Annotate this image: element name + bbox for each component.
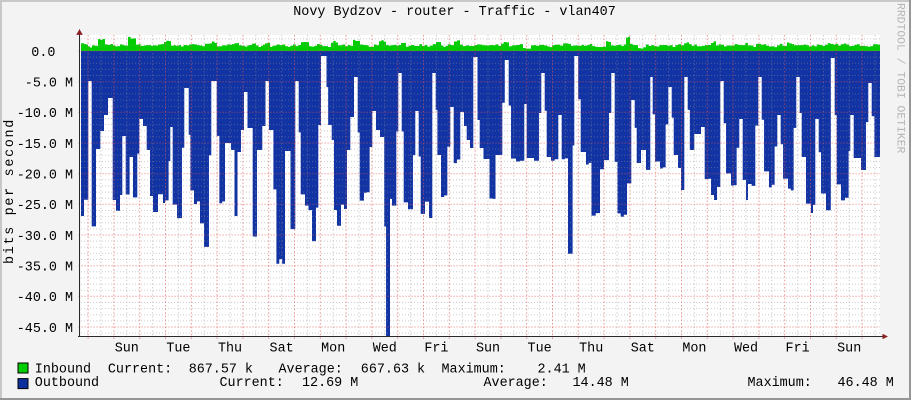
svg-text:Fri: Fri [424,341,448,356]
svg-text:Maximum:: Maximum: [748,376,812,391]
svg-text:bits per second: bits per second [3,118,18,264]
svg-text:867.57 k: 867.57 k [189,362,253,377]
svg-text:Tue: Tue [528,341,552,356]
svg-text:Sat: Sat [270,341,294,356]
svg-text:Novy Bydzov - router - Traffic: Novy Bydzov - router - Traffic - vlan407 [293,5,616,20]
svg-text:Mon: Mon [321,341,345,356]
svg-text:Average:: Average: [484,376,548,391]
svg-text:Tue: Tue [166,341,190,356]
svg-text:Average:: Average: [279,362,343,377]
svg-text:0.0: 0.0 [31,46,55,61]
svg-text:Outbound: Outbound [35,376,99,391]
svg-text:667.63 k: 667.63 k [361,362,425,377]
svg-text:Mon: Mon [682,341,706,356]
svg-text:Thu: Thu [579,341,603,356]
svg-text:Sun: Sun [476,341,500,356]
svg-text:Sun: Sun [115,341,139,356]
svg-text:Current:: Current: [108,362,172,377]
svg-text:Wed: Wed [373,341,397,356]
svg-text:Sat: Sat [631,341,655,356]
svg-text:-20.0 M: -20.0 M [17,169,73,184]
svg-text:Current:: Current: [220,376,284,391]
svg-text:-25.0 M: -25.0 M [17,199,73,214]
svg-text:-5.0 M: -5.0 M [25,77,73,92]
svg-text:12.69 M: 12.69 M [302,376,358,391]
svg-text:-45.0 M: -45.0 M [17,322,73,337]
svg-text:-10.0 M: -10.0 M [17,107,73,122]
svg-text:Maximum:: Maximum: [442,362,506,377]
svg-text:Fri: Fri [786,341,810,356]
svg-text:-15.0 M: -15.0 M [17,138,73,153]
svg-text:Sun: Sun [837,341,861,356]
svg-text:14.48 M: 14.48 M [573,376,629,391]
svg-text:46.48 M: 46.48 M [838,376,894,391]
svg-text:Thu: Thu [218,341,242,356]
svg-text:Wed: Wed [734,341,758,356]
svg-text:-40.0 M: -40.0 M [17,291,73,306]
svg-text:RRDTOOL / TOBI OETIKER: RRDTOOL / TOBI OETIKER [894,3,906,154]
svg-text:2.41 M: 2.41 M [538,362,586,377]
svg-text:-35.0 M: -35.0 M [17,261,73,276]
svg-text:-30.0 M: -30.0 M [17,230,73,245]
svg-text:Inbound: Inbound [35,362,91,377]
